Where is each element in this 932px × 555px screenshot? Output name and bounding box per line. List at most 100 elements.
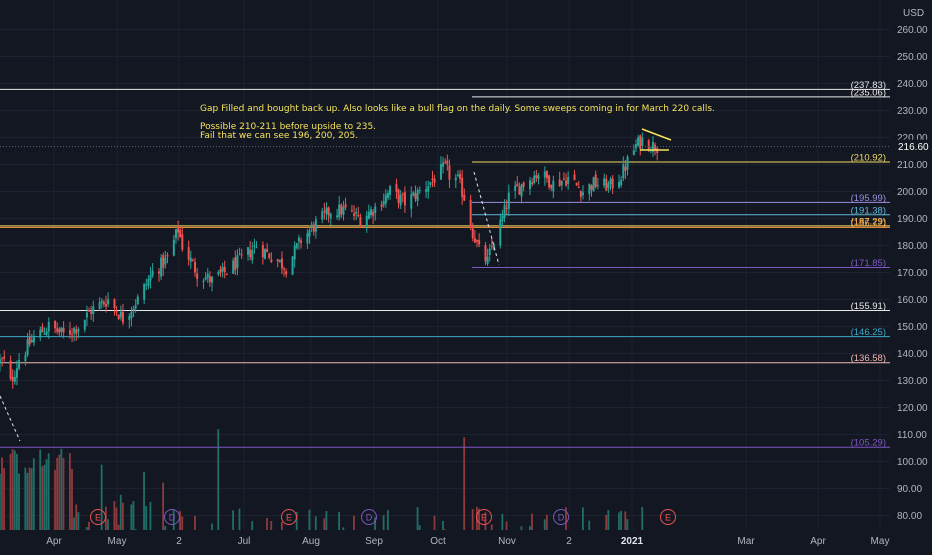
candle xyxy=(315,216,317,239)
candle xyxy=(279,260,281,263)
candle-body xyxy=(88,310,90,311)
candle-body xyxy=(145,285,147,286)
candle xyxy=(338,196,340,220)
volume-bar xyxy=(41,466,43,530)
candle xyxy=(253,239,255,254)
candle xyxy=(463,189,465,202)
candle xyxy=(241,249,243,259)
candle xyxy=(342,201,344,221)
candle-body xyxy=(544,172,546,178)
candle xyxy=(487,249,489,266)
candle xyxy=(345,198,347,211)
candle xyxy=(455,174,457,188)
candle-body xyxy=(300,240,302,243)
candle-body xyxy=(277,259,279,261)
candle-body xyxy=(283,269,285,270)
candle xyxy=(351,205,353,213)
volume-bar xyxy=(135,529,137,530)
candle-body xyxy=(226,274,228,275)
candle xyxy=(122,304,124,325)
candle xyxy=(3,350,5,361)
candle xyxy=(306,229,308,249)
candle xyxy=(247,247,249,261)
candle xyxy=(226,273,228,275)
candle-body xyxy=(60,327,62,331)
price-axis[interactable]: USD 80.0090.00100.00110.00120.00130.0014… xyxy=(890,0,932,530)
volume-bar xyxy=(0,474,1,530)
candle xyxy=(597,178,599,189)
candle xyxy=(366,211,368,233)
candle-body xyxy=(357,215,359,216)
candle-body xyxy=(400,195,402,205)
candle xyxy=(537,173,539,185)
level-label: (235.06) xyxy=(851,87,886,98)
candle xyxy=(446,154,448,170)
candle-body xyxy=(192,260,194,261)
candle-body xyxy=(325,207,327,214)
candle xyxy=(313,222,315,236)
candle-body xyxy=(188,247,190,260)
candle xyxy=(395,179,397,199)
candle-body xyxy=(234,257,236,270)
volume-bar xyxy=(48,453,50,530)
candle xyxy=(633,144,635,155)
marker-label: E xyxy=(665,513,671,523)
time-tick-label: 2021 xyxy=(621,536,644,547)
volume-bar xyxy=(113,501,115,530)
volume-bar xyxy=(162,483,164,530)
candle xyxy=(107,292,109,307)
candle xyxy=(610,176,612,190)
marker-label: D xyxy=(169,513,176,523)
candle-body xyxy=(262,245,264,257)
candle-body xyxy=(219,269,221,272)
candle-body xyxy=(641,138,643,146)
candle-body xyxy=(251,250,253,260)
candle-body xyxy=(504,205,506,218)
price-tick-label: 200.00 xyxy=(897,187,928,198)
level-label: (191.38) xyxy=(851,205,886,216)
volume-bar xyxy=(54,470,56,530)
candle-body xyxy=(476,240,478,241)
candle-body xyxy=(648,140,650,150)
candle-body xyxy=(487,257,489,264)
candle xyxy=(459,170,461,183)
candle xyxy=(521,184,523,204)
volume-bar xyxy=(618,512,620,530)
volume-bar xyxy=(501,514,503,530)
candle-body xyxy=(590,185,592,190)
candle-body xyxy=(236,255,238,268)
candle xyxy=(205,272,207,280)
candle-body xyxy=(546,171,548,178)
candle xyxy=(143,283,145,304)
candle xyxy=(400,190,402,209)
candle xyxy=(309,225,311,244)
candle-body xyxy=(419,190,421,191)
flag-line xyxy=(642,129,671,140)
candle-body xyxy=(69,330,71,334)
candle-body xyxy=(624,167,626,171)
candle xyxy=(593,177,595,192)
candle-body xyxy=(306,233,308,243)
candle-body xyxy=(24,355,26,362)
volume-bar xyxy=(120,495,122,530)
candle xyxy=(429,182,431,188)
marker-label: D xyxy=(558,513,565,523)
candle-body xyxy=(177,227,179,232)
candle-body xyxy=(610,179,612,184)
candle-body xyxy=(137,297,139,305)
candle xyxy=(137,294,139,305)
volume-bar xyxy=(325,511,327,530)
candle-body xyxy=(209,276,211,282)
horizontal-levels xyxy=(0,89,890,447)
candle xyxy=(133,306,135,317)
candle-body xyxy=(618,182,620,187)
candle-body xyxy=(73,328,75,334)
candle-body xyxy=(535,175,537,178)
candle-body xyxy=(294,246,296,260)
candle xyxy=(489,244,491,262)
candle xyxy=(474,230,476,243)
candle xyxy=(590,184,592,196)
